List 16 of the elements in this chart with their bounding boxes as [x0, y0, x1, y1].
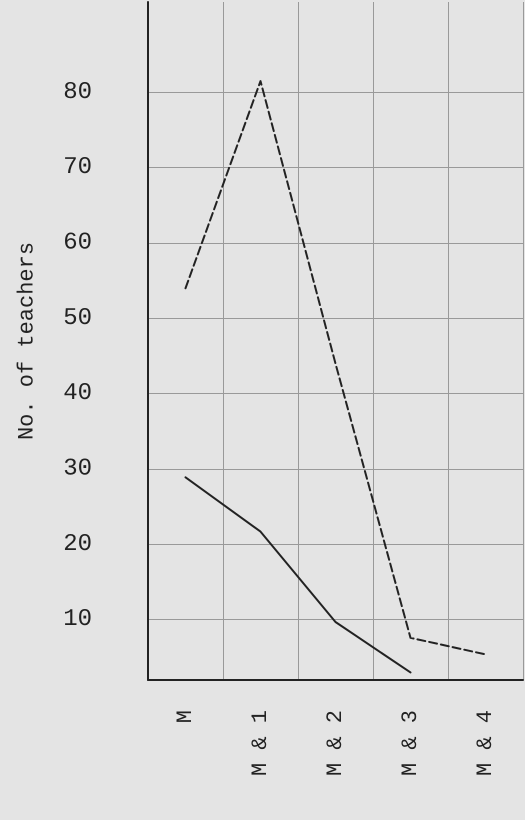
line-series — [184, 80, 486, 656]
y-tick-label: 20 — [63, 530, 92, 558]
y-tick-label: 30 — [63, 456, 92, 483]
x-tick-label: M & 2 — [323, 710, 348, 776]
y-tick-label: 80 — [63, 78, 92, 106]
line-series — [184, 476, 412, 674]
y-tick-label: 70 — [63, 154, 92, 182]
x-tick-label: M & 1 — [248, 710, 273, 776]
x-tick-label: M & 4 — [473, 710, 498, 776]
x-tick-label: M — [173, 710, 198, 724]
y-tick-label: 50 — [63, 304, 92, 332]
y-tick-label: 10 — [63, 606, 92, 634]
y-tick-label: 60 — [63, 230, 92, 257]
y-tick-label: 40 — [63, 380, 92, 408]
y-axis-title: No. of teachers — [14, 242, 40, 440]
x-tick-label: M & 3 — [398, 710, 423, 776]
